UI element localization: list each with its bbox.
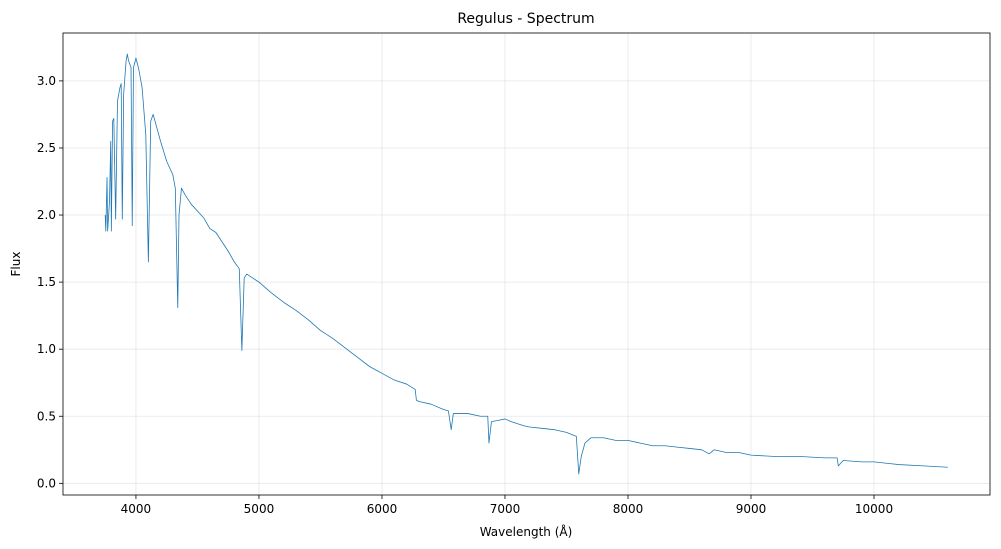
x-axis-label: Wavelength (Å) <box>480 524 573 539</box>
axes-frame <box>62 32 991 496</box>
y-tick-label: 2.5 <box>37 141 56 155</box>
y-tick-label: 1.0 <box>37 342 56 356</box>
y-tick-label: 3.0 <box>37 74 56 88</box>
spectrum-line <box>104 53 948 475</box>
x-tick-label: 5000 <box>244 502 275 516</box>
x-tick-label: 9000 <box>736 502 767 516</box>
y-tick-label: 2.0 <box>37 208 56 222</box>
x-tick-label: 7000 <box>490 502 521 516</box>
x-tick-label: 8000 <box>613 502 644 516</box>
y-tick-label: 0.5 <box>37 409 56 423</box>
x-tick-label: 4000 <box>121 502 152 516</box>
x-tick-label: 6000 <box>367 502 398 516</box>
y-tick-label: 1.5 <box>37 275 56 289</box>
y-axis-label: Flux <box>9 252 23 277</box>
x-tick-label: 10000 <box>855 502 893 516</box>
chart-title: Regulus - Spectrum <box>457 11 594 27</box>
y-tick-label: 0.0 <box>37 476 56 490</box>
